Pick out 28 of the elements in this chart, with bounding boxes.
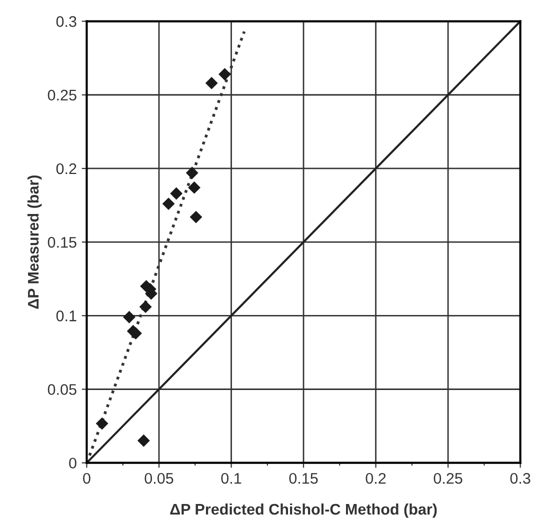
y-tick-label: 0.1 [56, 310, 76, 322]
y-tick-label: 0 [69, 458, 76, 469]
x-tick-label: 0.2 [366, 472, 386, 484]
y-tick-label: 0.25 [48, 90, 76, 101]
point [218, 68, 231, 80]
point [139, 300, 152, 314]
x-tick-label: 0.3 [510, 472, 530, 484]
x-tick-label: 0 [83, 472, 90, 484]
y-tick-label: 0.3 [56, 16, 76, 27]
point [162, 198, 175, 210]
x-tick-label: 0.1 [221, 472, 242, 484]
x-axis-title: ΔP Predicted Chishol-C Method (bar) [170, 503, 437, 518]
x-tick-label: 0.25 [434, 472, 462, 484]
point [190, 210, 202, 224]
point [137, 434, 150, 447]
y-tick-label: 0.05 [48, 384, 76, 395]
y-tick-label: 0.2 [56, 163, 76, 174]
point [205, 76, 218, 90]
point [188, 181, 200, 194]
y-axis-title: ΔP Measured (bar) [27, 175, 42, 309]
x-tick-label: 0.05 [144, 472, 174, 484]
point [170, 187, 183, 200]
point [186, 166, 198, 180]
y-tick-label: 0.15 [48, 236, 76, 248]
point [123, 310, 136, 324]
point [96, 417, 108, 430]
point [130, 327, 142, 340]
x-tick-label: 0.15 [289, 472, 318, 484]
